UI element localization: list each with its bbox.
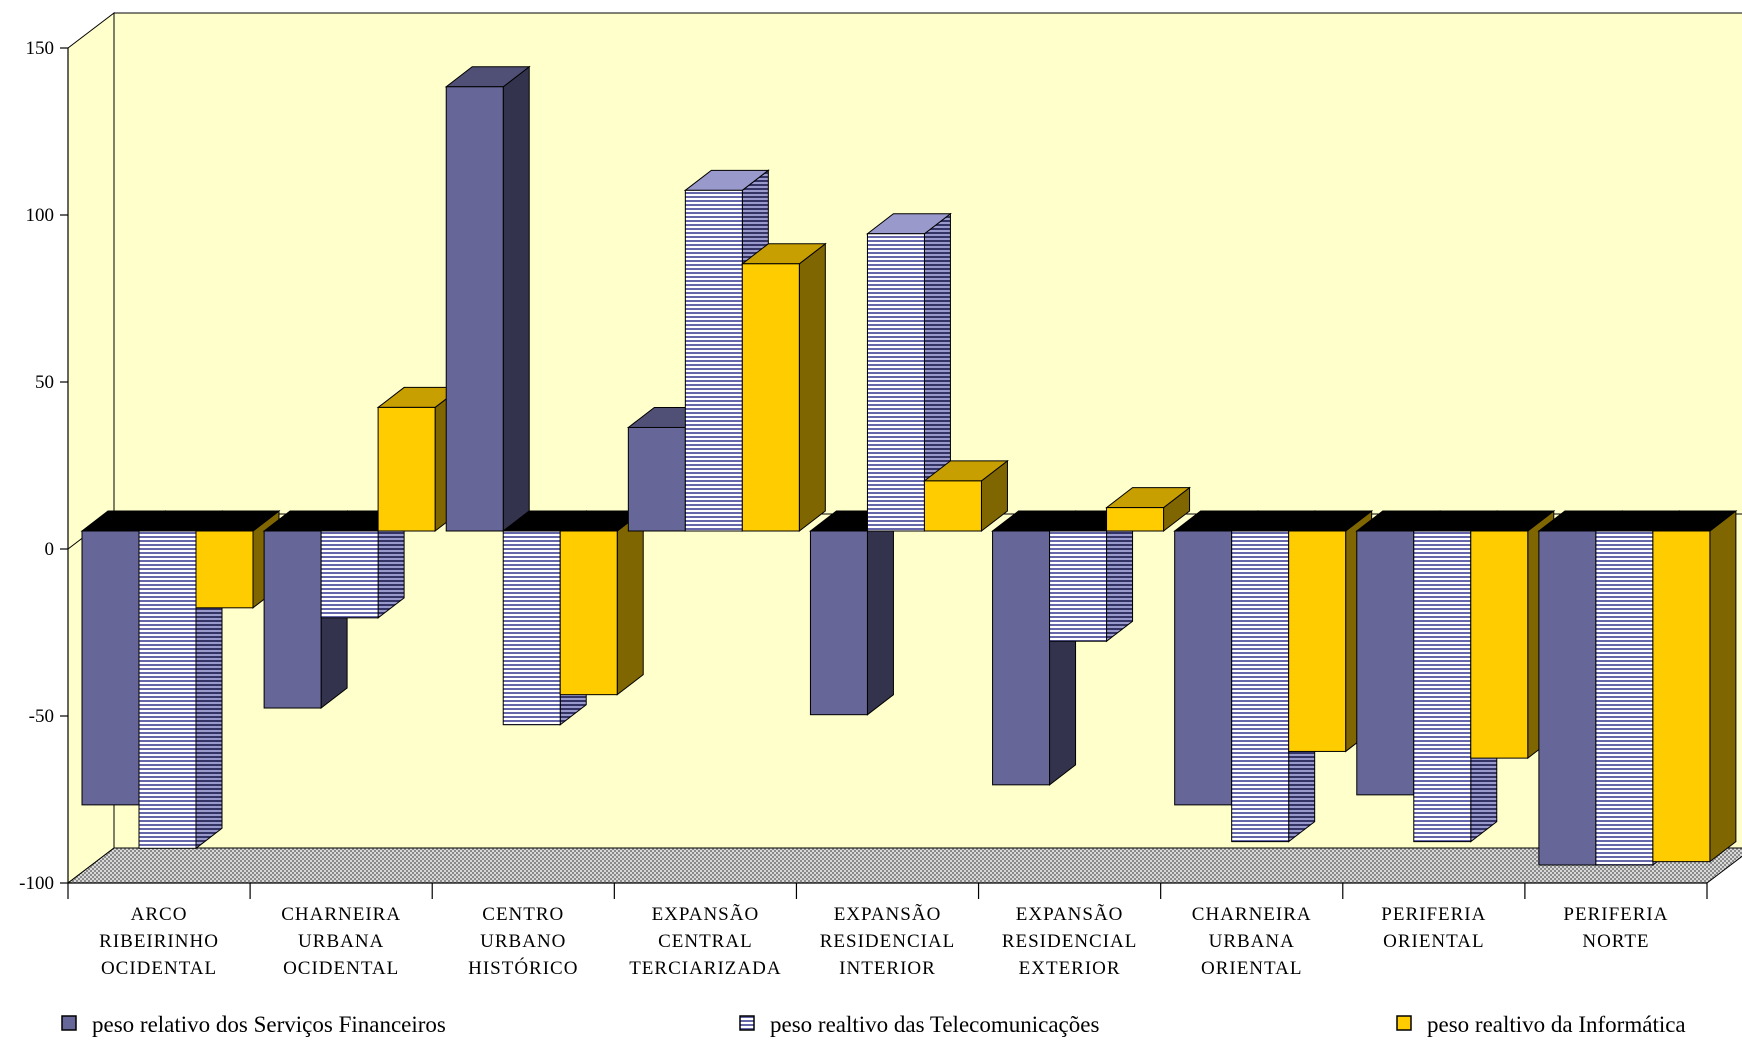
- x-category-label: CENTRO URBANO HISTÓRICO: [468, 904, 578, 979]
- bars: [80, 65, 1738, 867]
- bar: [865, 212, 952, 533]
- y-tick-label: -50: [29, 706, 54, 727]
- x-category-label: EXPANSÃO CENTRAL TERCIARIZADA: [629, 903, 781, 979]
- bar-side: [502, 65, 530, 533]
- bar-front: [1538, 530, 1597, 866]
- bar-side: [866, 509, 894, 716]
- bar-front: [1174, 530, 1233, 806]
- legend-swatch: [61, 1015, 77, 1031]
- y-tick-label: 100: [26, 205, 55, 226]
- bar: [808, 509, 895, 716]
- bar: [1651, 509, 1738, 863]
- y-tick-label: 150: [26, 38, 55, 59]
- bar-front: [1106, 507, 1165, 532]
- bar: [558, 509, 645, 696]
- bar-front: [923, 480, 982, 532]
- bar-front: [1231, 530, 1290, 843]
- bar-front: [627, 426, 686, 532]
- bar-front: [195, 530, 254, 609]
- bar-front: [377, 406, 436, 532]
- floor: [66, 847, 1742, 884]
- x-axis: ARCO RIBEIRINHO OCIDENTAL CHARNEIRA URBANA OC…: [67, 882, 1708, 979]
- x-category-label: PERIFERIA NORTE: [1563, 904, 1668, 952]
- y-axis: -100 -50 0 50 100 150: [19, 38, 69, 894]
- bar-front: [502, 530, 561, 726]
- bar: [922, 459, 1009, 533]
- bar-front: [992, 530, 1051, 786]
- y-tick-label: 0: [45, 539, 55, 560]
- x-category-label: CHARNEIRA URBANA ORIENTAL: [1192, 904, 1312, 979]
- bar: [444, 65, 531, 533]
- bar-side: [1709, 509, 1737, 863]
- y-tick-label: -100: [19, 873, 54, 894]
- legend-label: peso relativo dos Serviços Financeiros: [92, 1012, 446, 1037]
- bar-front: [1470, 530, 1529, 759]
- x-category-label: PERIFERIA ORIENTAL: [1381, 904, 1486, 952]
- legend: peso relativo dos Serviços Financeiros pe…: [61, 1012, 1686, 1037]
- bar-side: [798, 242, 826, 533]
- x-category-label: ARCO RIBEIRINHO OCIDENTAL: [99, 904, 219, 979]
- legend-label: peso realtivo da Informática: [1427, 1012, 1686, 1037]
- bar-front: [263, 530, 322, 709]
- bar-front: [445, 86, 504, 532]
- bar-front: [559, 530, 618, 696]
- bar-front: [81, 530, 140, 806]
- bar-front: [1356, 530, 1415, 796]
- x-category-label: EXPANSÃO RESIDENCIAL EXTERIOR: [1002, 903, 1138, 979]
- bar-front: [320, 530, 379, 619]
- bar-front: [138, 530, 197, 849]
- x-category-label: CHARNEIRA URBANA OCIDENTAL: [281, 904, 401, 979]
- bar-side: [616, 509, 644, 696]
- legend-item: peso realtivo da Informática: [1396, 1012, 1686, 1037]
- bar-front: [1288, 530, 1347, 752]
- legend-item: peso realtivo das Telecomunicações: [739, 1012, 1099, 1037]
- bar-front: [1049, 530, 1108, 642]
- legend-label: peso realtivo das Telecomunicações: [770, 1012, 1099, 1037]
- bar: [1105, 486, 1192, 533]
- bar-front: [1652, 530, 1711, 863]
- x-category-label: EXPANSÃO RESIDENCIAL INTERIOR: [820, 903, 956, 979]
- bar-front: [1413, 530, 1472, 843]
- bar-front: [1595, 530, 1654, 866]
- bar: [1287, 509, 1374, 753]
- legend-item: peso relativo dos Serviços Financeiros: [61, 1012, 446, 1037]
- legend-swatch: [1396, 1015, 1412, 1031]
- legend-swatch: [739, 1015, 755, 1031]
- bar: [319, 509, 406, 619]
- bar: [740, 242, 827, 533]
- bar-front: [866, 233, 925, 532]
- bar-front: [684, 189, 743, 532]
- y-tick-label: 50: [35, 372, 54, 393]
- bar-front: [809, 530, 868, 716]
- bar-front: [741, 263, 800, 532]
